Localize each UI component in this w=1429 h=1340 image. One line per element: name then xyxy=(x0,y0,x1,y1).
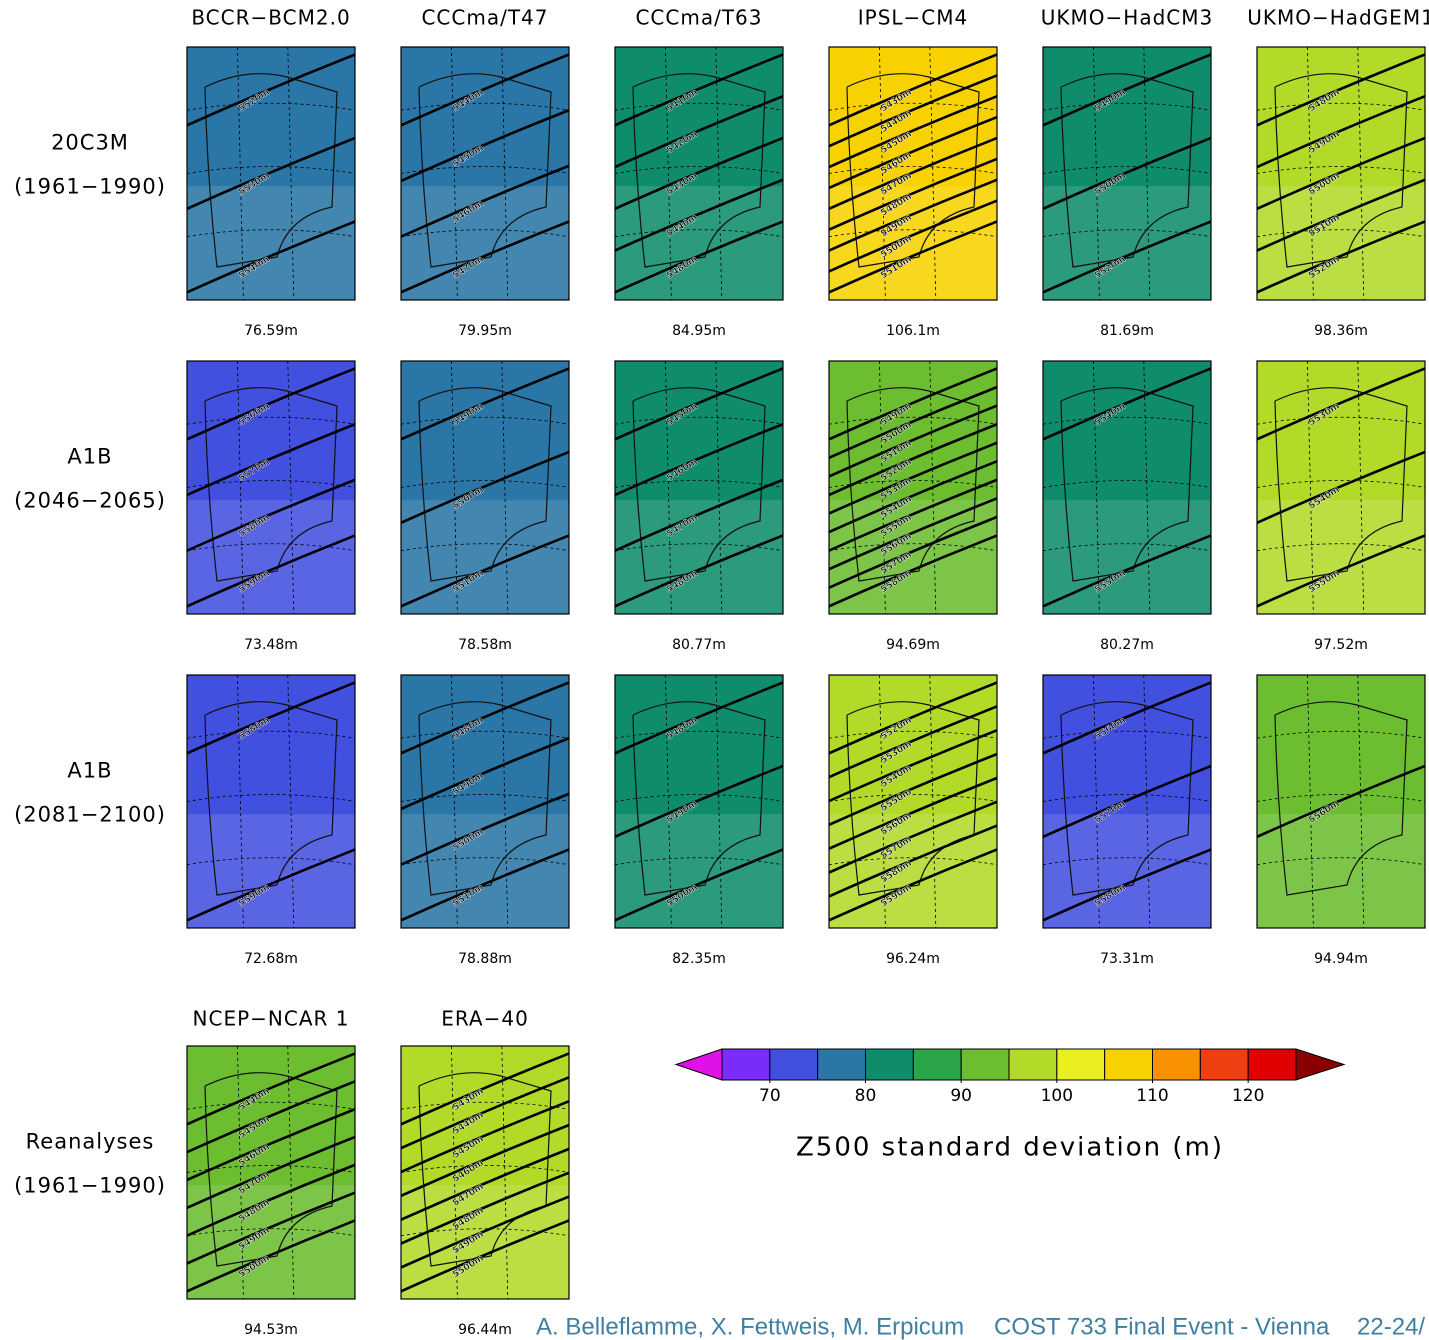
colorbar-tick-label: 120 xyxy=(1232,1086,1264,1106)
map-panel: 5490m5500m5510m5520m5530m5540m5550m5560m… xyxy=(824,361,1002,614)
column-title: UKMO−HadGEM1 xyxy=(1247,6,1429,30)
column-title: CCCma/T47 xyxy=(421,6,548,30)
shade xyxy=(1043,500,1211,614)
panel-value: 78.58m xyxy=(458,637,512,653)
shade xyxy=(187,186,355,300)
shade xyxy=(615,186,783,300)
shade xyxy=(829,814,997,928)
colorbar-box xyxy=(770,1049,818,1080)
colorbar-box xyxy=(866,1049,914,1080)
colorbar-tick-label: 70 xyxy=(759,1086,781,1106)
colorbar-box xyxy=(722,1049,770,1080)
colorbar-box xyxy=(1248,1049,1296,1080)
shade xyxy=(401,1185,569,1299)
colorbar-box xyxy=(913,1049,961,1080)
shade xyxy=(401,500,569,614)
panel-value: 73.48m xyxy=(244,637,298,653)
colorbar-tick-label: 110 xyxy=(1136,1086,1168,1106)
footer-text: A. Belleflamme, X. Fettweis, M. Erpicum xyxy=(536,1313,964,1340)
map-panel: 5540m5550m xyxy=(1038,361,1216,614)
colorbar-tick-label: 100 xyxy=(1041,1086,1073,1106)
row-label: A1B xyxy=(67,759,112,783)
column-title: NCEP−NCAR 1 xyxy=(193,1007,350,1031)
panel-value: 94.53m xyxy=(244,1322,298,1338)
panel-value: 97.52m xyxy=(1314,637,1368,653)
panel-value: 80.27m xyxy=(1100,637,1154,653)
footer-text: COST 733 Final Event - Vienna xyxy=(994,1313,1330,1340)
map-panel: 5490m5500m5520m xyxy=(1038,47,1216,300)
column-title: CCCma/T63 xyxy=(635,6,762,30)
panel-value: 82.35m xyxy=(672,951,726,967)
shade xyxy=(1043,186,1211,300)
map-panel: 5530m5540m5550m xyxy=(1252,361,1429,614)
panel-value: 96.44m xyxy=(458,1322,512,1338)
shade xyxy=(1257,814,1425,928)
map-panel: 5560m xyxy=(1252,675,1429,928)
shade xyxy=(401,186,569,300)
colorbar-over xyxy=(1296,1049,1344,1080)
shade xyxy=(615,500,783,614)
column-title: UKMO−HadCM3 xyxy=(1041,6,1213,30)
panel-value: 96.24m xyxy=(886,951,940,967)
row-label: 20C3M xyxy=(51,131,129,155)
map-panel: 5430m5440m5450m5460m5470m5480m5490m5500m… xyxy=(824,47,1002,300)
panel-value: 78.88m xyxy=(458,951,512,967)
panel-value: 98.36m xyxy=(1314,323,1368,339)
colorbar-box xyxy=(1153,1049,1201,1080)
colorbar-box xyxy=(961,1049,1009,1080)
row-period: (2081−2100) xyxy=(14,803,166,827)
panel-value: 81.69m xyxy=(1100,323,1154,339)
panel-value: 72.68m xyxy=(244,951,298,967)
panel-value: 73.31m xyxy=(1100,951,1154,967)
panel-value: 76.59m xyxy=(244,323,298,339)
column-title: BCCR−BCM2.0 xyxy=(191,6,350,30)
panel-value: 106.1m xyxy=(886,323,940,339)
shade xyxy=(1257,500,1425,614)
shade xyxy=(1257,186,1425,300)
row-period: (1961−1990) xyxy=(14,175,166,199)
map-panel: 5520m5530m5540m5550m5560m5570m5580m5590m xyxy=(824,675,1002,928)
figure: BCCR−BCM2.0 CCCma/T47 CCCma/T63 IPSL−CM4 UKM… xyxy=(0,0,1429,1340)
panel-value: 80.77m xyxy=(672,637,726,653)
colorbar-tick-label: 80 xyxy=(855,1086,877,1106)
map-panel: 5430m5440m5450m5460m5470m5480m5490m5500m xyxy=(396,1046,574,1299)
panel-value: 79.95m xyxy=(458,323,512,339)
shade xyxy=(187,500,355,614)
colorbar-box xyxy=(818,1049,866,1080)
shade xyxy=(187,814,355,928)
map-panel: 5490m5500m5510m xyxy=(396,361,574,614)
map-panel: 5520m5530m5540m xyxy=(182,47,360,300)
map-panel: 5480m5490m5500m5510m xyxy=(396,675,574,928)
colorbar-box xyxy=(1105,1049,1153,1080)
shade xyxy=(615,814,783,928)
colorbar-title: Z500 standard deviation (m) xyxy=(796,1133,1224,1163)
footer-text: 22-24/ xyxy=(1357,1313,1425,1340)
colorbar-under xyxy=(676,1049,722,1080)
colorbar-box xyxy=(1200,1049,1248,1080)
shade xyxy=(1043,814,1211,928)
map-panel: 5560m5570m5580m xyxy=(1038,675,1216,928)
colorbar-box xyxy=(1009,1049,1057,1080)
panel-value: 94.69m xyxy=(886,637,940,653)
colorbar-box xyxy=(1057,1049,1105,1080)
colorbar-tick-label: 90 xyxy=(950,1086,972,1106)
row-label: A1B xyxy=(67,445,112,469)
row-period: (2046−2065) xyxy=(14,489,166,513)
panel-value: 94.94m xyxy=(1314,951,1368,967)
shade xyxy=(829,186,997,300)
map-panel: 5410m5420m5430m5440m5480m xyxy=(610,47,788,300)
shade xyxy=(401,814,569,928)
row-period: (1961−1990) xyxy=(14,1174,166,1198)
row-label: Reanalyses xyxy=(26,1130,155,1154)
column-title: ERA−40 xyxy=(441,1007,529,1031)
map-panel: 5580m5590m xyxy=(182,675,360,928)
column-title: IPSL−CM4 xyxy=(858,6,969,30)
panel-value: 84.95m xyxy=(672,323,726,339)
